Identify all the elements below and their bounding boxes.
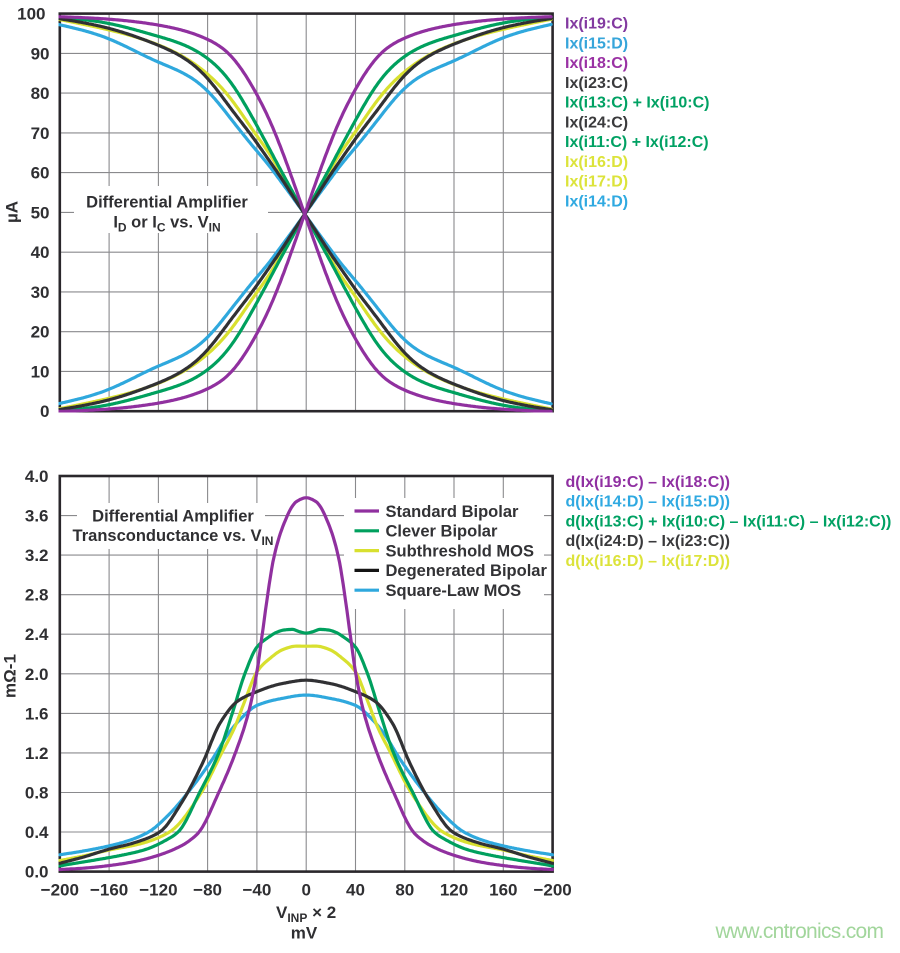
- svg-text:60: 60: [31, 164, 50, 183]
- svg-text:µA: µA: [3, 201, 22, 223]
- svg-text:mΩ-1: mΩ-1: [1, 654, 20, 698]
- svg-text:40: 40: [31, 243, 50, 262]
- svg-text:d(Ix(i16:D) – Ix(i17:D)): d(Ix(i16:D) – Ix(i17:D)): [566, 553, 730, 570]
- svg-text:40: 40: [346, 881, 365, 900]
- svg-text:Square-Law MOS: Square-Law MOS: [386, 582, 522, 600]
- svg-text:Ix(i24:C): Ix(i24:C): [565, 115, 628, 132]
- svg-text:2.0: 2.0: [25, 665, 49, 684]
- svg-text:120: 120: [440, 881, 468, 900]
- svg-text:−160: −160: [90, 881, 128, 900]
- svg-text:−200: −200: [41, 881, 79, 900]
- svg-text:50: 50: [31, 203, 50, 222]
- svg-text:Subthreshold MOS: Subthreshold MOS: [386, 542, 535, 560]
- svg-text:Differential Amplifier: Differential Amplifier: [92, 508, 254, 526]
- svg-text:20: 20: [31, 323, 50, 342]
- svg-text:d(Ix(i24:D) – Ix(i23:C)): d(Ix(i24:D) – Ix(i23:C)): [566, 533, 730, 550]
- svg-text:mV: mV: [291, 924, 318, 943]
- svg-text:Ix(i13:C) + Ix(i10:C): Ix(i13:C) + Ix(i10:C): [565, 95, 709, 112]
- svg-text:www.cntronics.com: www.cntronics.com: [715, 920, 884, 943]
- svg-text:Degenerated Bipolar: Degenerated Bipolar: [386, 562, 548, 580]
- svg-text:0.4: 0.4: [25, 823, 49, 842]
- svg-text:1.6: 1.6: [25, 704, 49, 723]
- svg-text:d(Ix(i13:C) + Ix(i10:C) – Ix(i: d(Ix(i13:C) + Ix(i10:C) – Ix(i11:C) – Ix…: [566, 513, 892, 530]
- svg-text:Ix(i16:D): Ix(i16:D): [565, 154, 628, 171]
- svg-text:−40: −40: [242, 881, 271, 900]
- svg-text:80: 80: [31, 84, 50, 103]
- svg-text:160: 160: [489, 881, 517, 900]
- svg-text:ID or IC vs. VIN: ID or IC vs. VIN: [113, 214, 220, 235]
- svg-text:Ix(i14:D): Ix(i14:D): [565, 193, 628, 210]
- svg-text:90: 90: [31, 44, 50, 63]
- svg-text:Ix(i18:C): Ix(i18:C): [565, 55, 628, 72]
- svg-text:Ix(i23:C): Ix(i23:C): [565, 75, 628, 92]
- svg-text:Differential Amplifier: Differential Amplifier: [86, 194, 248, 212]
- svg-text:Standard Bipolar: Standard Bipolar: [386, 503, 520, 521]
- svg-text:2.4: 2.4: [25, 625, 49, 644]
- svg-text:Ix(i11:C) + Ix(i12:C): Ix(i11:C) + Ix(i12:C): [565, 134, 709, 151]
- svg-text:30: 30: [31, 283, 50, 302]
- svg-text:80: 80: [395, 881, 414, 900]
- svg-text:4.0: 4.0: [25, 467, 49, 486]
- svg-text:10: 10: [31, 362, 50, 381]
- svg-text:−120: −120: [139, 881, 177, 900]
- svg-text:Ix(i15:D): Ix(i15:D): [565, 36, 628, 53]
- svg-text:1.2: 1.2: [25, 744, 49, 763]
- svg-text:−200: −200: [533, 881, 571, 900]
- svg-text:3.6: 3.6: [25, 507, 49, 526]
- svg-text:Ix(i19:C): Ix(i19:C): [565, 16, 628, 33]
- svg-text:2.8: 2.8: [25, 586, 49, 605]
- svg-text:0: 0: [301, 881, 310, 900]
- svg-text:3.2: 3.2: [25, 546, 49, 565]
- svg-text:−80: −80: [193, 881, 222, 900]
- svg-text:d(Ix(i19:C) – Ix(i18:C)): d(Ix(i19:C) – Ix(i18:C)): [566, 474, 730, 491]
- svg-text:Transconductance vs. VIN: Transconductance vs. VIN: [73, 527, 274, 548]
- svg-text:d(Ix(i14:D) – Ix(i15:D)): d(Ix(i14:D) – Ix(i15:D)): [566, 494, 730, 511]
- svg-text:0: 0: [40, 402, 49, 421]
- svg-text:0.0: 0.0: [25, 863, 49, 882]
- svg-text:Ix(i17:D): Ix(i17:D): [565, 174, 628, 191]
- svg-text:Clever Bipolar: Clever Bipolar: [386, 523, 498, 541]
- svg-text:100: 100: [17, 5, 45, 24]
- svg-text:70: 70: [31, 124, 50, 143]
- svg-text:0.8: 0.8: [25, 784, 49, 803]
